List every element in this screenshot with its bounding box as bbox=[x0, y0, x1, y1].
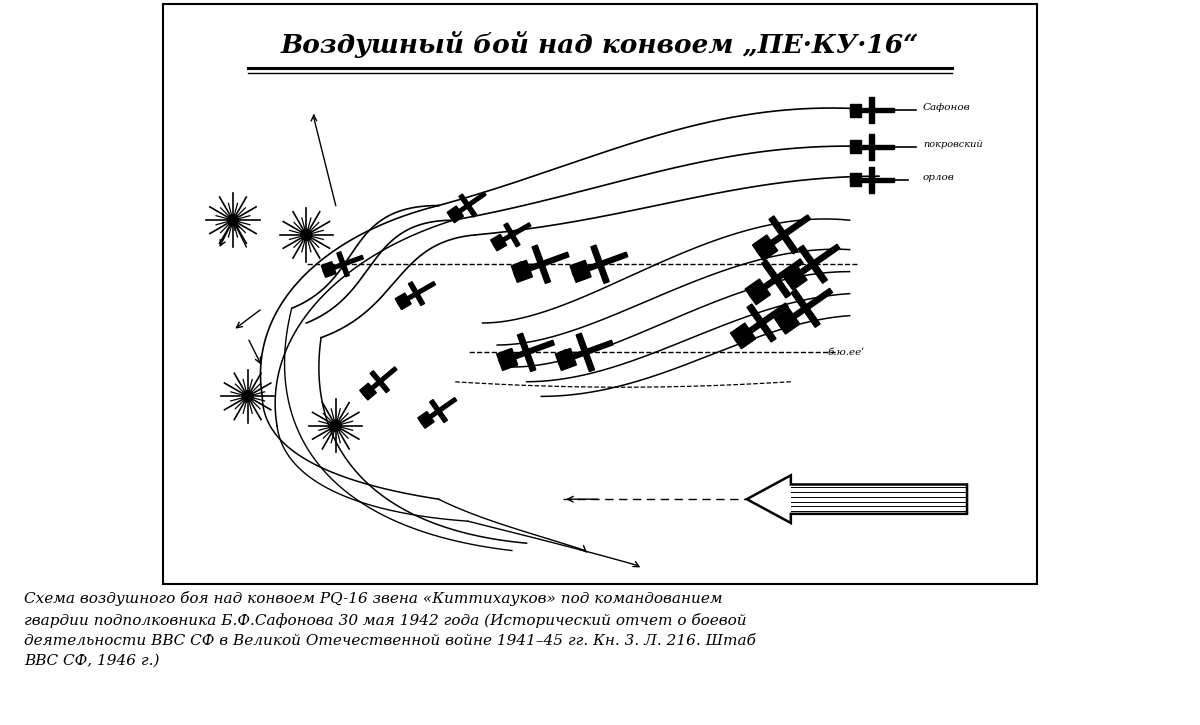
Polygon shape bbox=[408, 282, 425, 305]
Polygon shape bbox=[572, 252, 628, 276]
Polygon shape bbox=[870, 97, 874, 123]
Polygon shape bbox=[745, 279, 770, 304]
Polygon shape bbox=[497, 349, 517, 370]
Polygon shape bbox=[786, 244, 840, 284]
Polygon shape bbox=[370, 370, 390, 393]
Polygon shape bbox=[791, 289, 820, 327]
Polygon shape bbox=[870, 167, 874, 193]
Circle shape bbox=[301, 229, 312, 241]
Polygon shape bbox=[850, 178, 894, 182]
Polygon shape bbox=[418, 412, 434, 428]
Polygon shape bbox=[752, 235, 778, 260]
Polygon shape bbox=[397, 281, 436, 306]
Polygon shape bbox=[493, 223, 530, 247]
Polygon shape bbox=[511, 260, 533, 282]
Text: Воздушный бой над конвоем „ПЕ·КУ·16“: Воздушный бой над конвоем „ПЕ·КУ·16“ bbox=[281, 30, 919, 57]
Polygon shape bbox=[517, 334, 535, 371]
Text: Схема воздушного боя над конвоем PQ-16 звена «Киттихауков» под командованием
гва: Схема воздушного боя над конвоем PQ-16 з… bbox=[24, 592, 756, 668]
Polygon shape bbox=[850, 108, 894, 112]
Polygon shape bbox=[570, 260, 592, 282]
Polygon shape bbox=[499, 340, 554, 365]
Polygon shape bbox=[420, 397, 457, 425]
FancyArrow shape bbox=[746, 476, 967, 523]
Polygon shape bbox=[762, 260, 791, 298]
Polygon shape bbox=[556, 349, 576, 370]
Polygon shape bbox=[756, 215, 810, 255]
Polygon shape bbox=[850, 173, 862, 186]
Polygon shape bbox=[395, 293, 412, 310]
Polygon shape bbox=[360, 384, 377, 400]
Polygon shape bbox=[774, 308, 799, 334]
Polygon shape bbox=[870, 133, 874, 160]
Text: орлов: орлов bbox=[923, 173, 955, 182]
Polygon shape bbox=[850, 145, 894, 149]
Polygon shape bbox=[458, 194, 476, 217]
Polygon shape bbox=[337, 252, 349, 277]
Polygon shape bbox=[362, 367, 397, 397]
Text: покровский: покровский bbox=[923, 140, 983, 149]
Circle shape bbox=[242, 391, 253, 402]
Text: Сафонов: Сафонов bbox=[923, 104, 971, 112]
Polygon shape bbox=[532, 245, 551, 283]
Circle shape bbox=[330, 420, 342, 431]
Polygon shape bbox=[504, 223, 520, 246]
Polygon shape bbox=[322, 262, 336, 278]
Polygon shape bbox=[749, 259, 803, 299]
Polygon shape bbox=[734, 303, 788, 343]
Polygon shape bbox=[746, 304, 776, 342]
Polygon shape bbox=[576, 334, 594, 371]
Polygon shape bbox=[782, 265, 808, 290]
Polygon shape bbox=[779, 289, 833, 328]
Polygon shape bbox=[731, 323, 756, 349]
Text: б.ю.ееʹ: б.ю.ееʹ bbox=[828, 348, 865, 357]
FancyBboxPatch shape bbox=[163, 4, 1037, 584]
Polygon shape bbox=[850, 104, 862, 117]
Polygon shape bbox=[448, 206, 463, 223]
Polygon shape bbox=[430, 399, 448, 423]
Circle shape bbox=[227, 215, 239, 226]
Polygon shape bbox=[850, 140, 862, 154]
Polygon shape bbox=[798, 245, 827, 283]
Polygon shape bbox=[491, 234, 506, 251]
Polygon shape bbox=[450, 192, 486, 219]
Polygon shape bbox=[590, 245, 610, 283]
Polygon shape bbox=[769, 216, 798, 254]
Polygon shape bbox=[514, 252, 569, 276]
Polygon shape bbox=[558, 340, 613, 365]
Polygon shape bbox=[323, 255, 364, 273]
